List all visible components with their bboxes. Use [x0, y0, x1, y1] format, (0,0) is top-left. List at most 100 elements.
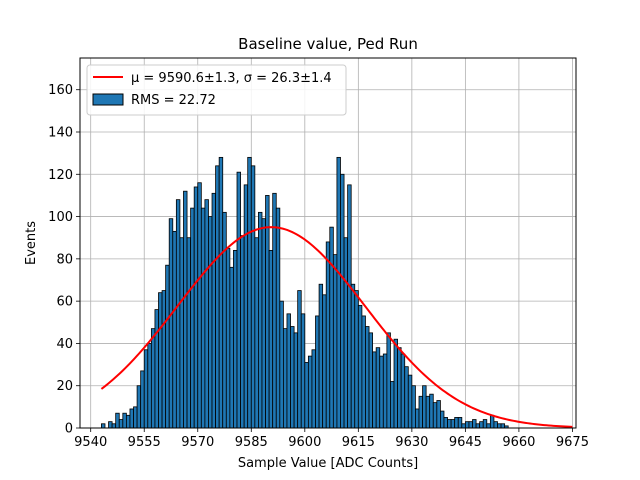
histogram-bar — [129, 408, 134, 429]
histogram-bar — [247, 156, 252, 429]
histogram-bar — [186, 237, 192, 429]
histogram-bar — [204, 199, 209, 429]
histogram-bar — [482, 419, 488, 429]
histogram-bar — [361, 315, 366, 429]
histogram-bar — [225, 247, 231, 429]
histogram-bar — [172, 230, 177, 429]
histogram-bar — [404, 366, 409, 429]
histogram-bar — [108, 421, 113, 429]
histogram-bar — [254, 237, 259, 429]
histogram-bar — [175, 199, 181, 429]
histogram-bar — [115, 412, 120, 429]
x-axis-ticks: 9540 9555 9570 9585 9600 9615 9630 9645 9660 9675 — [74, 428, 589, 450]
y-tick-label: 100 — [48, 210, 73, 225]
chart-title: Baseline value, Ped Run — [238, 35, 418, 53]
x-tick-label: 9645 — [449, 435, 482, 450]
histogram-bar — [489, 414, 495, 429]
histogram-bar — [390, 381, 395, 429]
histogram-bar — [215, 165, 220, 429]
x-tick-label: 9600 — [288, 435, 321, 450]
histogram-bar — [111, 423, 117, 429]
histogram-bar — [179, 237, 184, 429]
histogram-bar — [357, 304, 363, 429]
histogram-bar — [375, 347, 381, 429]
y-tick-label: 20 — [56, 379, 73, 394]
y-axis-ticks: 0 20 40 60 80 100 120 140 160 — [48, 83, 80, 437]
histogram-bar — [336, 156, 341, 429]
x-tick-label: 9675 — [556, 435, 589, 450]
histogram-bar — [200, 207, 206, 429]
histogram-bar — [397, 347, 402, 429]
histogram-bar — [236, 171, 241, 429]
histogram-bar — [350, 283, 356, 429]
histogram-bar — [497, 423, 502, 429]
histogram-bar — [197, 182, 202, 429]
histogram-bar — [272, 192, 277, 429]
histogram-bar — [293, 332, 299, 429]
histogram-bar — [240, 235, 245, 429]
histogram-bar — [275, 207, 281, 429]
histogram-bar — [168, 218, 174, 429]
histogram-bar — [222, 211, 227, 429]
histogram-bar — [354, 290, 359, 429]
histogram-bar — [140, 370, 145, 429]
histogram-bar — [286, 313, 291, 429]
legend-fit-label: μ = 9590.6±1.3, σ = 26.3±1.4 — [131, 71, 332, 86]
y-tick-label: 60 — [56, 295, 73, 310]
x-tick-label: 9660 — [502, 435, 535, 450]
histogram-bar — [229, 266, 234, 429]
histogram-bar — [472, 419, 477, 429]
histogram-bar — [500, 423, 506, 429]
histogram-bar — [450, 419, 456, 429]
histogram-bar — [233, 249, 238, 429]
histogram-bar — [429, 393, 434, 429]
histogram-bar — [365, 326, 370, 429]
x-tick-label: 9615 — [342, 435, 375, 450]
histogram-bar — [250, 165, 256, 429]
histogram-bar — [211, 192, 216, 429]
histogram-bar — [411, 385, 416, 429]
histogram-bar — [418, 395, 423, 429]
y-tick-label: 40 — [56, 337, 73, 352]
x-tick-label: 9540 — [74, 435, 107, 450]
histogram-bar — [379, 355, 384, 429]
histogram-bar — [101, 423, 106, 429]
histogram-bar — [464, 421, 470, 429]
histogram-bar — [150, 328, 156, 429]
histogram-bar — [325, 241, 331, 429]
histogram-bar — [161, 290, 167, 429]
x-tick-label: 9585 — [235, 435, 268, 450]
histogram-bars — [101, 156, 509, 429]
histogram-bar — [290, 326, 295, 429]
x-tick-label: 9570 — [181, 435, 214, 450]
histogram-bar — [183, 190, 188, 429]
histogram-bar — [447, 419, 452, 429]
histogram-bar — [415, 408, 420, 429]
histogram-bar — [304, 362, 309, 429]
histogram-bar — [297, 290, 302, 429]
histogram-bar — [468, 421, 473, 429]
histogram-bar — [322, 294, 327, 429]
histogram-bar — [340, 173, 345, 429]
histogram-bar — [486, 423, 491, 429]
histogram-bar — [372, 351, 377, 429]
histogram-bar — [243, 184, 249, 429]
x-axis-label: Sample Value [ADC Counts] — [238, 456, 418, 471]
histogram-bar — [300, 313, 306, 429]
y-axis-label: Events — [24, 221, 39, 265]
histogram-bar — [258, 211, 263, 429]
y-tick-label: 160 — [48, 83, 73, 98]
histogram-bar — [125, 414, 131, 429]
legend-histogram-swatch — [92, 93, 124, 106]
histogram-bar — [457, 417, 463, 429]
histogram-bar — [218, 156, 224, 429]
histogram-bar — [479, 421, 484, 429]
histogram-bar — [118, 419, 124, 429]
gaussian-fit-curve — [100, 226, 573, 428]
y-tick-label: 140 — [48, 126, 73, 141]
legend-box — [86, 64, 347, 116]
histogram-bar — [261, 218, 266, 429]
histogram-bar — [329, 226, 334, 429]
y-tick-label: 0 — [65, 422, 73, 437]
